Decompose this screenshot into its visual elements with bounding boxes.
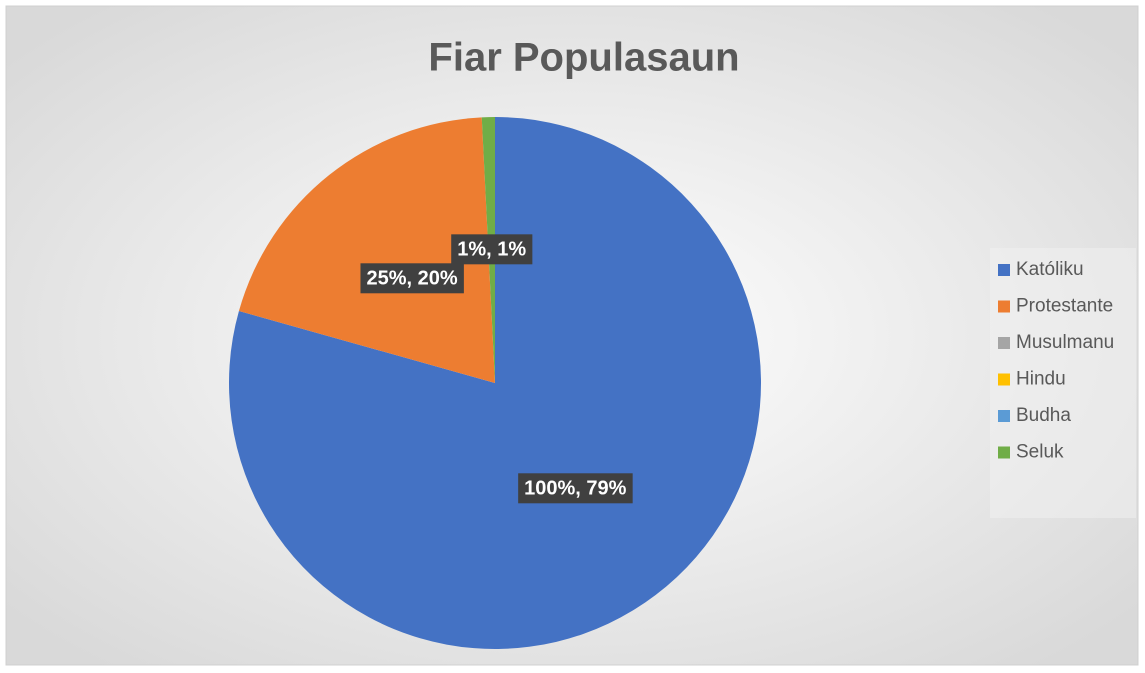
legend-box [990, 248, 1136, 518]
data-label-group: 100%, 79% [518, 473, 633, 504]
legend-swatch [998, 410, 1010, 422]
data-label-background [360, 263, 464, 294]
legend-label: Katóliku [1016, 259, 1084, 280]
legend-label: Budha [1016, 405, 1071, 426]
legend-swatch [998, 264, 1010, 276]
chart-title: Fiar Populasaun [428, 36, 739, 80]
pie-slice [228, 117, 761, 649]
data-label-background [451, 234, 533, 265]
legend-swatch [998, 446, 1010, 459]
data-label: 1%, 1% [457, 238, 526, 260]
legend-swatch [998, 373, 1010, 386]
data-label-background [518, 473, 633, 504]
data-label-group: 1%, 1% [451, 234, 533, 265]
legend-swatch [998, 300, 1010, 313]
data-label: 100%, 79% [524, 477, 627, 499]
data-label: 25%, 20% [366, 267, 457, 289]
legend-swatch [998, 337, 1010, 349]
legend-label: Seluk [1016, 442, 1064, 463]
legend-label: Protestante [1016, 296, 1113, 317]
legend-label: Hindu [1016, 369, 1066, 390]
data-label-group: 25%, 20% [360, 263, 464, 294]
legend-label: Musulmanu [1016, 332, 1114, 353]
pie-slice [238, 117, 495, 383]
